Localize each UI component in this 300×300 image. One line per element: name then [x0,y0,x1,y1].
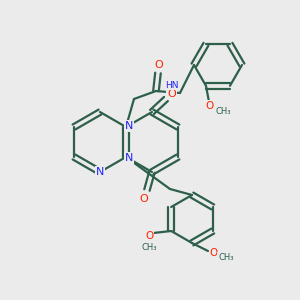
Text: O: O [206,101,214,111]
Text: HN: HN [165,80,179,89]
Text: O: O [145,231,153,241]
Text: O: O [168,89,176,99]
Text: CH₃: CH₃ [215,107,231,116]
Text: N: N [125,153,133,163]
Text: O: O [140,194,148,204]
Text: O: O [154,60,164,70]
Text: N: N [96,167,104,177]
Text: O: O [210,248,218,258]
Text: CH₃: CH₃ [218,253,234,262]
Text: CH₃: CH₃ [141,242,157,251]
Text: N: N [125,121,133,131]
